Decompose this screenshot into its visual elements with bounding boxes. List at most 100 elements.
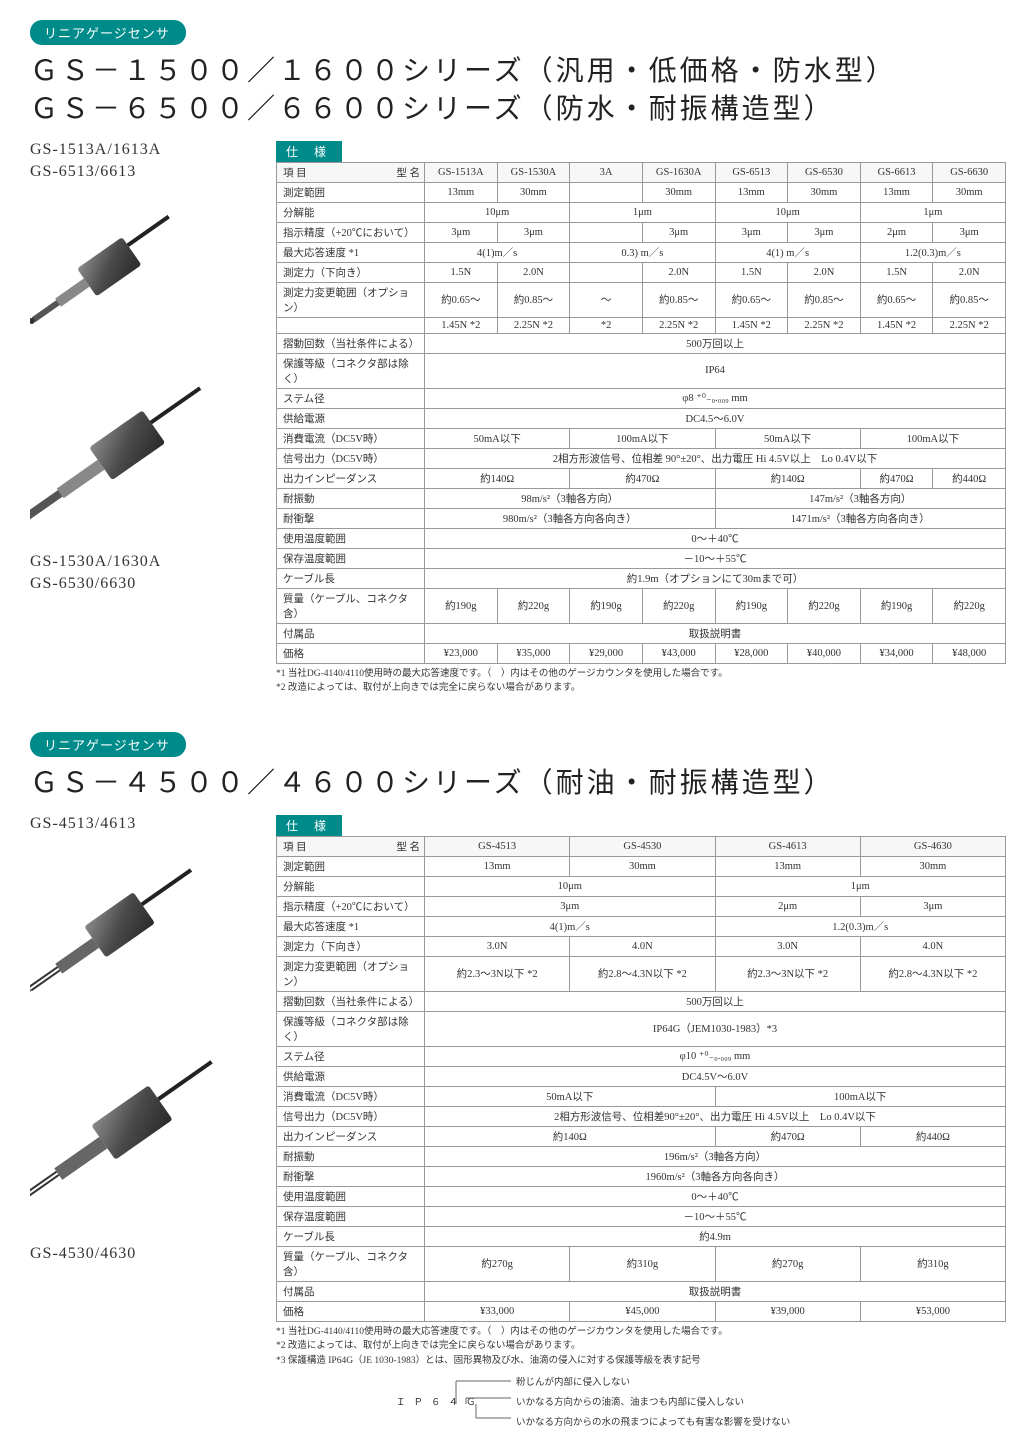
- cell: 約2.8～4.3N以下 *2: [570, 956, 715, 991]
- cell: 3μm: [425, 222, 498, 242]
- cell: 3μm: [497, 222, 570, 242]
- cell: 約270g: [425, 1246, 570, 1281]
- cell: 約140Ω: [425, 1126, 716, 1146]
- ip-diagram: ＩＰ６４Ｇ 粉じんが内部に侵入しない いかなる方向からの油滴、油まつも内部に侵入…: [396, 1374, 1006, 1434]
- spec-table-wrap: 仕 様 項 目型 名GS-4513GS-4530GS-4613GS-4630測定…: [276, 815, 1006, 1434]
- cell: [570, 262, 643, 282]
- cell: 約470Ω: [570, 468, 715, 488]
- cell: DC4.5V～6.0V: [425, 1066, 1006, 1086]
- cell: ¥39,000: [715, 1301, 860, 1321]
- cell: 2相方形波信号、位相差 90°±20°、出力電圧 Hi 4.5V以上 Lo 0.…: [425, 448, 1006, 468]
- cell: 3μm: [788, 222, 861, 242]
- cell: 0.3) m／s: [570, 242, 715, 262]
- cell: 3μm: [933, 222, 1006, 242]
- row-label: 測定力（下向き）: [277, 936, 425, 956]
- spec-table-2: 項 目型 名GS-4513GS-4530GS-4613GS-4630測定範囲13…: [276, 836, 1006, 1322]
- col-header: GS-6613: [860, 162, 933, 182]
- cell: 約4.9m: [425, 1226, 1006, 1246]
- row-label: 信号出力（DC5V時）: [277, 448, 425, 468]
- cell: 約310g: [860, 1246, 1005, 1281]
- title-block: ＧＳ－４５００／４６００シリーズ（耐油・耐振構造型）: [30, 765, 1006, 803]
- cell: 約190g: [860, 588, 933, 623]
- row-label: 測定力変更範囲（オプション）: [277, 956, 425, 991]
- cell: 30mm: [642, 182, 715, 202]
- row-label: 保存温度範囲: [277, 1206, 425, 1226]
- cell: 980m/s²（3軸各方向各向き）: [425, 508, 716, 528]
- cell: 1.2(0.3)m／s: [715, 916, 1006, 936]
- row-label: 測定範囲: [277, 182, 425, 202]
- row-label: 質量（ケーブル、コネクタ含）: [277, 588, 425, 623]
- cell: 4(1)m／s: [425, 916, 716, 936]
- cell: 2.25N *2: [933, 317, 1006, 333]
- cell: 1.45N *2: [715, 317, 788, 333]
- notes-2: *1 当社DG-4140/4110使用時の最大応答速度です。（ ）内はその他のゲ…: [276, 1326, 1006, 1368]
- row-label: ケーブル長: [277, 1226, 425, 1246]
- cell: φ10 ⁺⁰₋₀.₀₀₉ mm: [425, 1046, 1006, 1066]
- row-label: 使用温度範囲: [277, 528, 425, 548]
- cell: ¥23,000: [425, 643, 498, 663]
- row-label: 耐衝撃: [277, 508, 425, 528]
- row-label: 保護等級（コネクタ部は除く）: [277, 1011, 425, 1046]
- cell: 約470Ω: [715, 1126, 860, 1146]
- cell: 4.0N: [570, 936, 715, 956]
- row-label: 最大応答速度 *1: [277, 916, 425, 936]
- cell: 約220g: [497, 588, 570, 623]
- cell: 約220g: [788, 588, 861, 623]
- row-label: 耐振動: [277, 1146, 425, 1166]
- cell: ¥33,000: [425, 1301, 570, 1321]
- cell: 2.0N: [642, 262, 715, 282]
- model-label: GS-4513/4613: [30, 815, 260, 833]
- row-label: 供給電源: [277, 1066, 425, 1086]
- cell: ¥43,000: [642, 643, 715, 663]
- section-2: リニアゲージセンサ ＧＳ－４５００／４６００シリーズ（耐油・耐振構造型） GS-…: [30, 732, 1006, 1434]
- note-line: *2 改造によっては、取付が上向きでは完全に戻らない場合があります。: [276, 1340, 1006, 1353]
- note-line: *3 保護構造 IP64G（JE 1030-1983）とは、固形異物及び水、油滴…: [276, 1355, 1006, 1368]
- cell: 196m/s²（3軸各方向）: [425, 1146, 1006, 1166]
- cell: 約140Ω: [425, 468, 570, 488]
- row-label: ステム径: [277, 388, 425, 408]
- cell: ¥29,000: [570, 643, 643, 663]
- category-pill: リニアゲージセンサ: [30, 732, 186, 757]
- cell: 約1.9m（オプションにて30mまで可）: [425, 568, 1006, 588]
- cell: DC4.5～6.0V: [425, 408, 1006, 428]
- header-item-model: 項 目型 名: [277, 836, 425, 856]
- row-label: 消費電流（DC5V時）: [277, 1086, 425, 1106]
- note-line: *2 改造によっては、取付が上向きでは完全に戻らない場合があります。: [276, 682, 1006, 695]
- cell: ～: [570, 282, 643, 317]
- cell: 2.25N *2: [788, 317, 861, 333]
- cell: 約0.65～: [860, 282, 933, 317]
- row-label: 最大応答速度 *1: [277, 242, 425, 262]
- row-label: 分解能: [277, 876, 425, 896]
- cell: ¥28,000: [715, 643, 788, 663]
- cell: 3.0N: [715, 936, 860, 956]
- cell: 50mA以下: [425, 1086, 716, 1106]
- cell: 3μm: [860, 896, 1005, 916]
- row-label: 価格: [277, 1301, 425, 1321]
- cell: 100mA以下: [860, 428, 1005, 448]
- cell: 2.0N: [933, 262, 1006, 282]
- cell: ¥34,000: [860, 643, 933, 663]
- cell: 1960m/s²（3軸各方向各向き）: [425, 1166, 1006, 1186]
- cell: IP64G（JEM1030-1983）*3: [425, 1011, 1006, 1046]
- row-label: ステム径: [277, 1046, 425, 1066]
- cell: 13mm: [715, 856, 860, 876]
- cell: 13mm: [715, 182, 788, 202]
- cell: 約470Ω: [860, 468, 933, 488]
- cell: ¥40,000: [788, 643, 861, 663]
- col-header: GS-1530A: [497, 162, 570, 182]
- col-header: GS-1513A: [425, 162, 498, 182]
- note-line: *1 当社DG-4140/4110使用時の最大応答速度です。（ ）内はその他のゲ…: [276, 1326, 1006, 1339]
- cell: 10μm: [715, 202, 860, 222]
- cell: 1μm: [860, 202, 1005, 222]
- cell: 3μm: [715, 222, 788, 242]
- cell: 1471m/s²（3軸各方向各向き）: [715, 508, 1006, 528]
- cell: 約440Ω: [860, 1126, 1005, 1146]
- product-images-col: GS-4513/4613: [30, 815, 260, 1267]
- col-header: GS-6513: [715, 162, 788, 182]
- cell: 30mm: [570, 856, 715, 876]
- cell: 約0.85～: [788, 282, 861, 317]
- row-label: 価格: [277, 643, 425, 663]
- row-label: 指示精度（+20℃において）: [277, 896, 425, 916]
- model-label: GS-4530/4630: [30, 1245, 260, 1263]
- cell: 2.25N *2: [497, 317, 570, 333]
